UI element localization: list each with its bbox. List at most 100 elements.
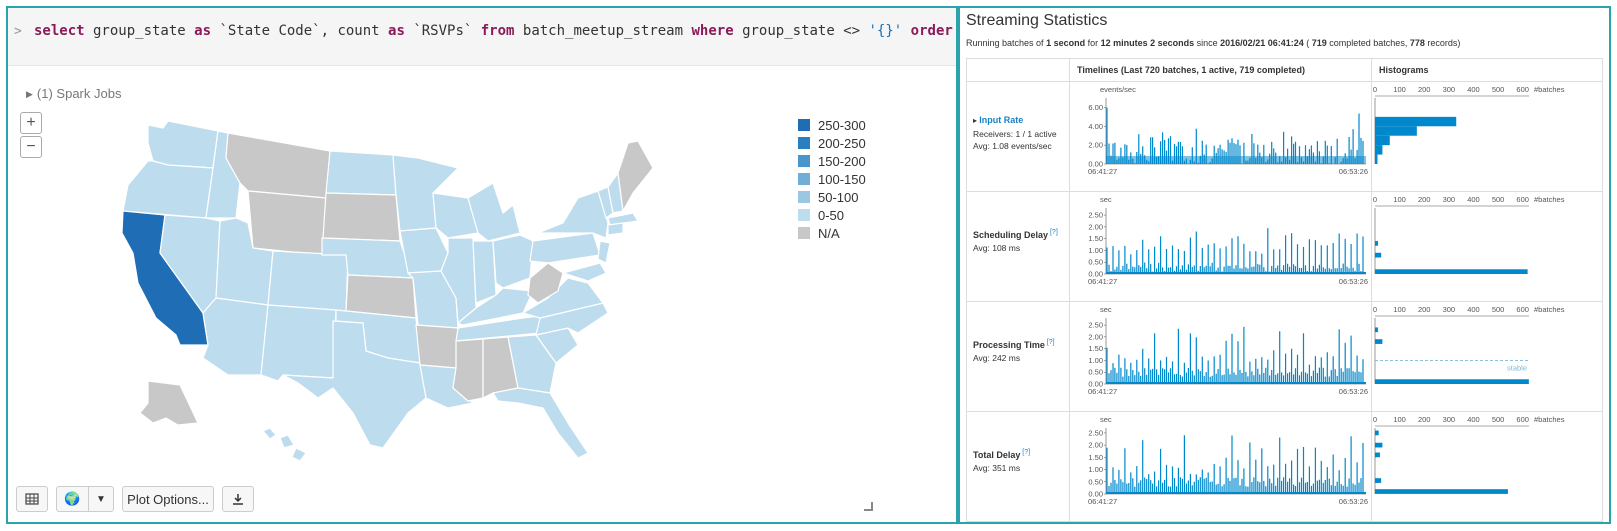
y-tick-label: 2.00 [1088,441,1103,450]
hist-tick-label: 500 [1492,305,1505,314]
time-end-label: 06:53:26 [1339,167,1368,176]
zoom-out-button[interactable]: − [20,136,42,158]
hist-tick-label: 200 [1418,85,1431,94]
state-mt [225,132,331,199]
hist-bar [1375,379,1529,384]
state-or [122,160,214,219]
y-tick-label: 0.00 [1088,160,1103,169]
state-ct [607,222,624,236]
y-tick-label: 2.00 [1088,141,1103,150]
timelines-header: Timelines (Last 720 batches, 1 active, 7… [1077,65,1305,75]
download-button[interactable] [222,486,254,512]
sql-query[interactable]: select group_state as `State Code`, coun… [34,23,956,39]
query-token: `RSVPs` [404,23,481,39]
hist-tick-label: 0 [1373,415,1377,424]
hist-tick-label: 300 [1443,85,1456,94]
caret-right-icon: ▶ [26,89,33,99]
hist-tick-label: 400 [1467,85,1480,94]
time-end-label: 06:53:26 [1339,387,1368,396]
legend-label: 200-250 [818,135,866,151]
y-tick-label: 2.00 [1088,332,1103,341]
streaming-statistics-panel: Streaming Statistics Running batches of … [958,6,1611,524]
state-oh [492,234,534,289]
help-icon[interactable]: [?] [1020,449,1031,456]
legend-swatch [798,209,810,221]
metric-label: Processing Time [973,340,1045,350]
state-ga [507,334,557,394]
metric-detail: Avg: 1.08 events/sec [973,141,1052,151]
chevron-down-icon[interactable]: ▼ [96,493,106,505]
histogram-chart[interactable]: 0 100 200 300 400 500 600 #batches [1372,412,1602,520]
hist-tick-label: 600 [1516,195,1529,204]
y-tick-label: 2.50 [1088,428,1103,437]
time-start-label: 06:41:27 [1088,277,1117,286]
legend-label: N/A [818,225,840,241]
hist-tick-label: 100 [1393,305,1406,314]
query-token [902,23,910,39]
help-icon[interactable]: [?] [1048,229,1058,236]
histogram-chart[interactable]: 0 100 200 300 400 500 600 #batches stable [1372,302,1602,410]
spark-jobs-toggle[interactable]: ▶ (1) Spark Jobs [26,86,121,101]
legend-swatch [798,191,810,203]
hist-bar [1375,252,1382,258]
metric-name[interactable]: ▸ Input Rate [973,115,1023,125]
query-token: select [34,23,85,39]
hist-tick-label: 0 [1373,195,1377,204]
hist-tick-label: 0 [1373,85,1377,94]
hist-unit-label: #batches [1534,305,1565,314]
legend-item: 0-50 [798,206,866,224]
metric-name: Scheduling Delay [?] [973,229,1058,240]
legend-label: 150-200 [818,153,866,169]
state-sd [322,192,401,242]
input-rate-link[interactable]: Input Rate [979,115,1024,125]
y-tick-label: 0.50 [1088,258,1103,267]
hist-tick-label: 0 [1373,305,1377,314]
state-pa [529,232,601,264]
hist-tick-label: 100 [1393,415,1406,424]
metric-detail: Avg: 108 ms [973,243,1021,253]
state-md [562,262,607,282]
state-nd [325,150,397,196]
y-tick-label: 0.50 [1088,368,1103,377]
hist-bar [1375,327,1378,333]
hist-tick-label: 500 [1492,415,1505,424]
state-wy [247,190,327,256]
hist-bar [1375,126,1417,136]
y-tick-label: 2.50 [1088,211,1103,220]
help-icon[interactable]: [?] [1044,339,1055,346]
hist-bar [1375,241,1378,246]
download-icon [233,494,243,505]
state-in [472,240,497,304]
legend-swatch [798,155,810,167]
y-tick-label: 1.00 [1088,356,1103,365]
zoom-in-button[interactable]: + [20,112,42,134]
query-token: as [194,23,212,39]
histogram-chart[interactable]: 0 100 200 300 400 500 600 #batches [1372,82,1602,190]
summary-part: records) [1424,38,1461,48]
hist-tick-label: 400 [1467,305,1480,314]
hist-bar [1375,116,1457,127]
timeline-bars [1106,326,1364,384]
legend-item: 100-150 [798,170,866,188]
command-editor[interactable]: > select group_state as `State Code`, co… [8,8,956,66]
timeline-bars [1106,228,1364,274]
histogram-chart[interactable]: 0 100 200 300 400 500 600 #batches [1372,192,1602,300]
table-view-button[interactable] [16,486,48,512]
legend-label: 250-300 [818,117,866,133]
state-ak [139,380,199,426]
globe-icon: 🌍 [57,487,89,511]
hist-tick-label: 400 [1467,195,1480,204]
resize-handle[interactable] [864,502,873,511]
time-start-label: 06:41:27 [1088,387,1117,396]
summary-part: ( [1303,38,1312,48]
chart-type-button[interactable]: 🌍 ▼ [56,486,114,512]
query-token: where [691,23,734,39]
us-choropleth-map[interactable] [108,113,668,473]
hist-tick-label: 300 [1443,415,1456,424]
plot-options-button[interactable]: Plot Options... [122,486,214,512]
